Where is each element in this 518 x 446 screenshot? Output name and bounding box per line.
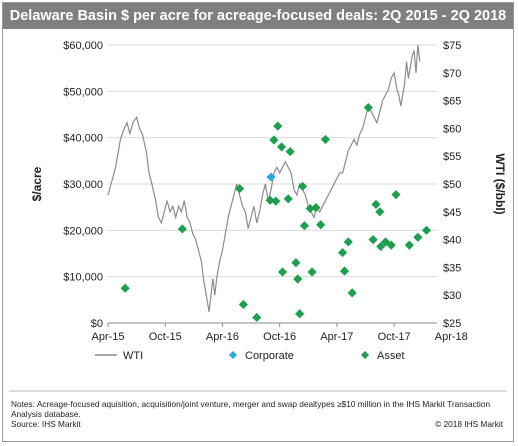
asset-point (371, 199, 381, 209)
title-bar: Delaware Basin $ per acre for acreage-fo… (3, 3, 513, 29)
asset-point (283, 194, 293, 204)
asset-point (277, 267, 288, 277)
corporate-point (266, 172, 276, 182)
y2-tick-label: $75 (443, 40, 461, 52)
asset-point (276, 142, 287, 152)
asset-point (343, 237, 353, 247)
asset-point (376, 241, 386, 252)
y2-tick-label: $25 (443, 318, 461, 330)
y2-tick-label: $50 (443, 179, 461, 191)
asset-point (421, 225, 432, 235)
asset-point (295, 309, 305, 319)
x-tick-label: Apr-17 (320, 331, 353, 343)
asset-point (375, 207, 385, 217)
x-tick-label: Oct-16 (263, 331, 296, 343)
asset-point (347, 288, 357, 298)
x-tick-label: Apr-15 (91, 331, 124, 343)
asset-point (380, 237, 391, 247)
asset-point (391, 190, 401, 200)
asset-point (363, 102, 373, 113)
asset-point (235, 184, 245, 194)
asset-point (337, 247, 348, 258)
asset-point (285, 146, 295, 157)
legend-wti-label: WTI (123, 350, 143, 362)
y2-tick-label: $30 (443, 290, 461, 302)
asset-point (299, 221, 310, 231)
chart-svg: $0 $10,000 $20,000 $30,000 $40,000 $50,000 $60… (9, 40, 507, 392)
y-tick-label: $60,000 (63, 40, 103, 52)
y-tick-label: $20,000 (63, 225, 103, 237)
asset-point (413, 232, 423, 242)
copyright: © 2018 IHS Markit (435, 419, 503, 429)
asset-point (404, 240, 414, 250)
chart-title: Delaware Basin $ per acre for acreage-fo… (9, 8, 507, 24)
asset-point (293, 274, 303, 284)
y-tick-label: $50,000 (63, 86, 103, 98)
asset-point (252, 312, 262, 323)
asset-point (305, 203, 315, 214)
y-tick-label: $30,000 (63, 179, 103, 191)
y2-tick-label: $55 (443, 151, 461, 163)
y-axis-title: $/acre (30, 166, 44, 201)
legend-corporate-swatch (229, 351, 237, 359)
legend-asset-label: Asset (377, 350, 405, 362)
legend-corporate-label: Corporate (245, 350, 294, 362)
chart-frame: Delaware Basin $ per acre for acreage-fo… (2, 2, 514, 442)
y2-tick-label: $40 (443, 235, 461, 247)
wti-line (107, 44, 421, 313)
y-tick-label: $0 (91, 318, 103, 330)
asset-point (238, 299, 249, 310)
y2-tick-label: $60 (443, 123, 461, 135)
asset-point (311, 203, 321, 213)
asset-point (273, 121, 283, 131)
legend-asset-swatch (361, 351, 369, 359)
asset-point (271, 196, 281, 206)
source-line: Source: IHS Markit (11, 419, 81, 429)
x-tick-label: Apr-18 (435, 331, 468, 343)
x-tick-label: Oct-17 (378, 331, 411, 343)
asset-point (320, 134, 331, 145)
y-tick-label: $10,000 (63, 272, 103, 284)
y2-axis-title: WTI ($/bbl) (493, 153, 507, 214)
x-tick-label: Oct-15 (149, 331, 182, 343)
asset-point (307, 267, 317, 277)
y2-tick-label: $45 (443, 207, 461, 219)
x-tick-label: Apr-16 (206, 331, 239, 343)
notes-line-2: Analysis database. (11, 409, 81, 419)
asset-point (291, 258, 301, 268)
y2-tick-label: $35 (443, 262, 461, 274)
y2-tick-label: $65 (443, 96, 461, 108)
y2-tick-label: $70 (443, 68, 461, 80)
asset-point (297, 181, 308, 191)
asset-point (386, 240, 396, 250)
asset-point (368, 235, 378, 245)
asset-point (265, 195, 275, 205)
asset-point (177, 224, 187, 234)
asset-point (339, 266, 350, 276)
y-tick-label: $40,000 (63, 133, 103, 145)
asset-point (120, 283, 130, 293)
asset-point (269, 135, 279, 145)
notes-line-1: Notes: Acreage-focused aquisition, acqui… (11, 399, 491, 409)
asset-point (316, 220, 326, 230)
